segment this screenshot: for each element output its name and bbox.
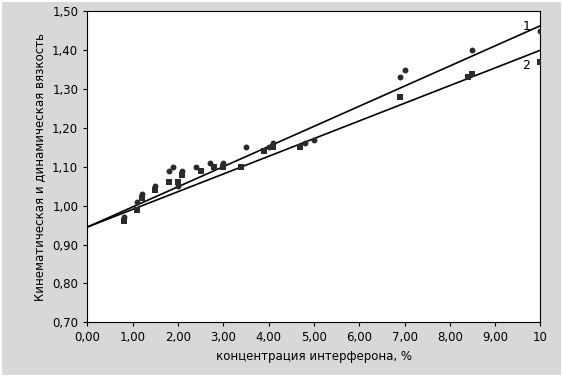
Point	[178, 168, 187, 174]
Point	[164, 179, 173, 185]
Point	[400, 67, 409, 73]
Point	[151, 183, 160, 189]
Point	[242, 144, 251, 150]
Point	[133, 207, 142, 213]
Text: 2: 2	[522, 59, 530, 72]
Point	[237, 164, 246, 170]
Point	[536, 28, 545, 34]
Point	[536, 59, 545, 65]
Point	[310, 136, 319, 143]
Point	[164, 168, 173, 174]
Point	[300, 141, 309, 147]
Point	[169, 164, 178, 170]
Point	[119, 218, 128, 224]
Point	[178, 172, 187, 178]
Point	[463, 74, 472, 80]
Point	[133, 199, 142, 205]
Point	[395, 74, 404, 80]
Point	[395, 94, 404, 100]
Point	[269, 144, 278, 150]
Point	[219, 164, 228, 170]
Point	[209, 164, 218, 170]
Point	[191, 164, 200, 170]
X-axis label: концентрация интерферона, %: концентрация интерферона, %	[216, 350, 412, 363]
Point	[219, 160, 228, 166]
Text: 1: 1	[522, 20, 530, 32]
Point	[468, 70, 477, 77]
Point	[151, 187, 160, 193]
Point	[468, 47, 477, 53]
Point	[119, 215, 128, 221]
Point	[205, 160, 214, 166]
Point	[173, 183, 182, 189]
Y-axis label: Кинематическая и динамическая вязкость: Кинематическая и динамическая вязкость	[34, 33, 47, 301]
Point	[264, 144, 273, 150]
Point	[137, 195, 146, 201]
Point	[173, 179, 182, 185]
Point	[296, 144, 305, 150]
Point	[196, 168, 205, 174]
Point	[137, 191, 146, 197]
Point	[260, 148, 269, 154]
Point	[269, 141, 278, 147]
